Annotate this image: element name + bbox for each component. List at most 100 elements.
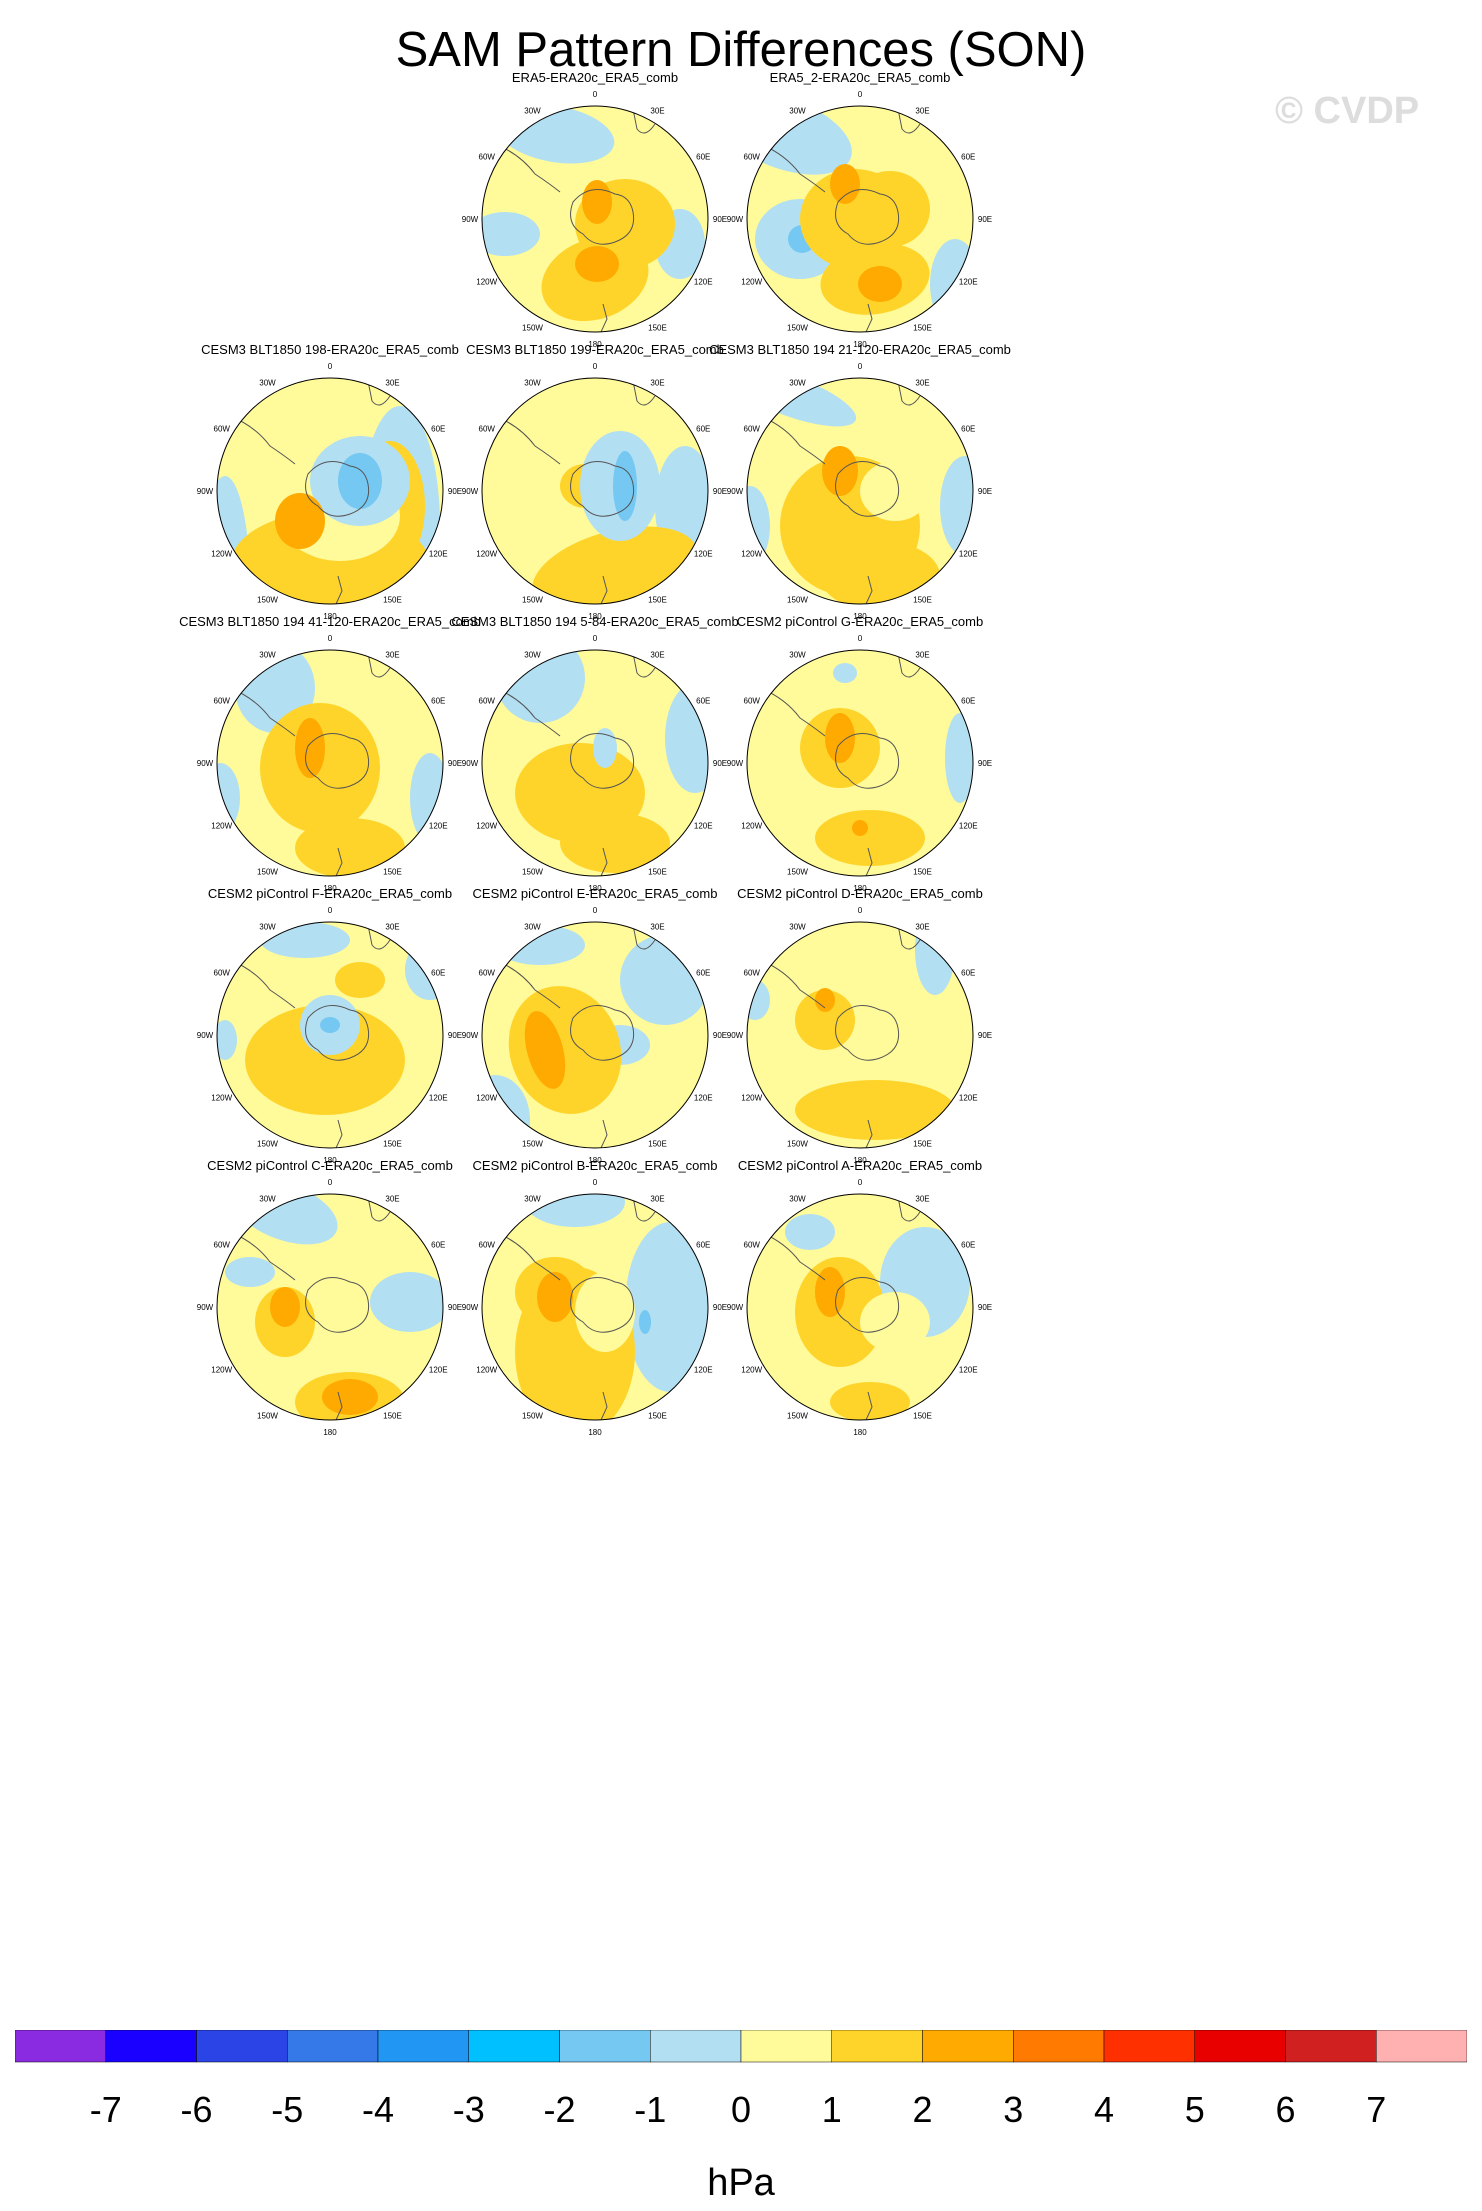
colorbar-segment [922, 2030, 1014, 2063]
anomaly-contour [830, 1382, 910, 1420]
anomaly-contour [665, 683, 708, 793]
longitude-label: 150E [913, 595, 932, 604]
anomaly-contour [495, 650, 585, 723]
longitude-label: 120W [211, 822, 232, 831]
colorbar-tick-label: 2 [912, 2089, 932, 2130]
africa-coastline [897, 380, 921, 406]
longitude-label: 30W [524, 923, 541, 932]
longitude-label: 30W [789, 1195, 806, 1204]
map-border [216, 1193, 444, 1421]
longitude-label: 90E [448, 1031, 462, 1040]
map-border [481, 1193, 709, 1421]
antarctica-coastline [305, 1277, 370, 1333]
antarctica-coastline [305, 1005, 370, 1061]
colorbar: -7 -6 -5 -4 -3 -2 -1 0 1 2 3 4 5 6 7 [15, 2030, 1467, 2130]
polar-map: 0 30E 60E 90E 120E 150E 180 150W 120W 90W 60W 30W [197, 1178, 462, 1437]
longitude-label: 60W [479, 425, 496, 434]
longitude-label: 120E [959, 1094, 978, 1103]
anomaly-contour [575, 1272, 635, 1352]
longitude-label: 90W [727, 487, 744, 496]
africa-coastline [897, 924, 921, 950]
map-border [746, 377, 974, 605]
map-panel: CESM3 BLT1850 198-ERA20c_ERA5_comb 0 30E 60… [140, 342, 520, 722]
longitude-label: 0 [593, 90, 598, 99]
africa-coastline [897, 108, 921, 134]
colorbar-segment [287, 2030, 379, 2063]
longitude-label: 60E [431, 697, 445, 706]
panel-title: CESM2 piControl A-ERA20c_ERA5_comb [737, 1158, 983, 1173]
anomaly-contour [795, 1080, 955, 1140]
anomaly-contour [795, 990, 855, 1050]
longitude-label: 180 [853, 340, 867, 349]
anomaly-contour [833, 663, 857, 683]
longitude-label: 120E [429, 1094, 448, 1103]
longitude-label: 90E [978, 759, 992, 768]
longitude-label: 90E [978, 487, 992, 496]
colorbar-segment [650, 2030, 742, 2063]
longitude-label: 120W [476, 550, 497, 559]
map-background [217, 1194, 443, 1420]
longitude-label: 60E [696, 697, 710, 706]
longitude-label: 150W [787, 1139, 808, 1148]
africa-coastline [632, 652, 656, 678]
longitude-label: 30E [915, 379, 929, 388]
polar-map: 0 30E 60E 90E 120E 150E 180 150W 120W 90W 60W 30W [727, 90, 992, 349]
longitude-label: 90E [713, 759, 727, 768]
longitude-label: 60W [214, 969, 231, 978]
map-panel: ERA5-ERA20c_ERA5_comb 0 30E 60E 90E 120E 150E 1… [405, 70, 785, 450]
anomaly-contour [860, 1292, 930, 1352]
longitude-label: 90W [727, 1303, 744, 1312]
longitude-label: 150E [913, 1139, 932, 1148]
longitude-label: 180 [323, 1428, 337, 1437]
longitude-label: 30E [385, 651, 399, 660]
longitude-label: 30E [915, 107, 929, 116]
longitude-label: 60E [431, 1241, 445, 1250]
longitude-label: 180 [323, 612, 337, 621]
colorbar-segment [1376, 2030, 1467, 2063]
anomaly-contour [275, 493, 325, 549]
longitude-label: 120W [741, 550, 762, 559]
longitude-label: 60W [744, 1241, 761, 1250]
map-border [481, 921, 709, 1149]
longitude-label: 0 [858, 362, 863, 371]
africa-coastline [367, 1196, 391, 1222]
polar-map: 0 30E 60E 90E 120E 150E 180 150W 120W 90W 60W 30W [727, 362, 992, 621]
longitude-label: 90E [713, 215, 727, 224]
panel-title: CESM3 BLT1850 198-ERA20c_ERA5_comb [201, 342, 459, 357]
polar-map: 0 30E 60E 90E 120E 150E 180 150W 120W 90W 60W 30W [197, 906, 462, 1165]
map-panel: CESM2 piControl E-ERA20c_ERA5_comb 0 30E 60… [405, 886, 785, 1266]
longitude-label: 30W [524, 1195, 541, 1204]
longitude-label: 60E [961, 969, 975, 978]
colorbar-segment [1103, 2030, 1195, 2063]
longitude-label: 60E [961, 1241, 975, 1250]
longitude-label: 30E [915, 1195, 929, 1204]
longitude-label: 120E [959, 550, 978, 559]
longitude-label: 60E [696, 425, 710, 434]
longitude-label: 60W [744, 969, 761, 978]
colorbar-segment [831, 2030, 923, 2063]
longitude-label: 60W [744, 425, 761, 434]
map-panel: CESM2 piControl B-ERA20c_ERA5_comb 0 30E 60… [405, 1158, 785, 1538]
africa-coastline [632, 380, 656, 406]
antarctica-coastline [570, 461, 635, 517]
polar-map: 0 30E 60E 90E 120E 150E 180 150W 120W 90W 60W 30W [462, 634, 727, 893]
anomaly-contour [217, 1020, 237, 1060]
longitude-label: 150W [787, 595, 808, 604]
page-title: SAM Pattern Differences (SON) [395, 23, 1087, 77]
anomaly-contour [825, 713, 855, 763]
south-america-coastline [229, 959, 296, 1009]
longitude-label: 150W [522, 867, 543, 876]
south-america-coastline [759, 1231, 826, 1281]
longitude-label: 150E [648, 595, 667, 604]
polar-map: 0 30E 60E 90E 120E 150E 180 150W 120W 90W 60W 30W [727, 1178, 992, 1437]
longitude-label: 30W [259, 923, 276, 932]
longitude-label: 30W [789, 923, 806, 932]
longitude-label: 90E [978, 1303, 992, 1312]
longitude-label: 30E [650, 379, 664, 388]
longitude-label: 120E [694, 550, 713, 559]
colorbar-segment [105, 2030, 197, 2063]
anomaly-contour [945, 713, 973, 803]
colorbar-unit: hPa [707, 2162, 775, 2204]
longitude-label: 150W [257, 1411, 278, 1420]
panel-title: CESM2 piControl E-ERA20c_ERA5_comb [472, 886, 718, 901]
